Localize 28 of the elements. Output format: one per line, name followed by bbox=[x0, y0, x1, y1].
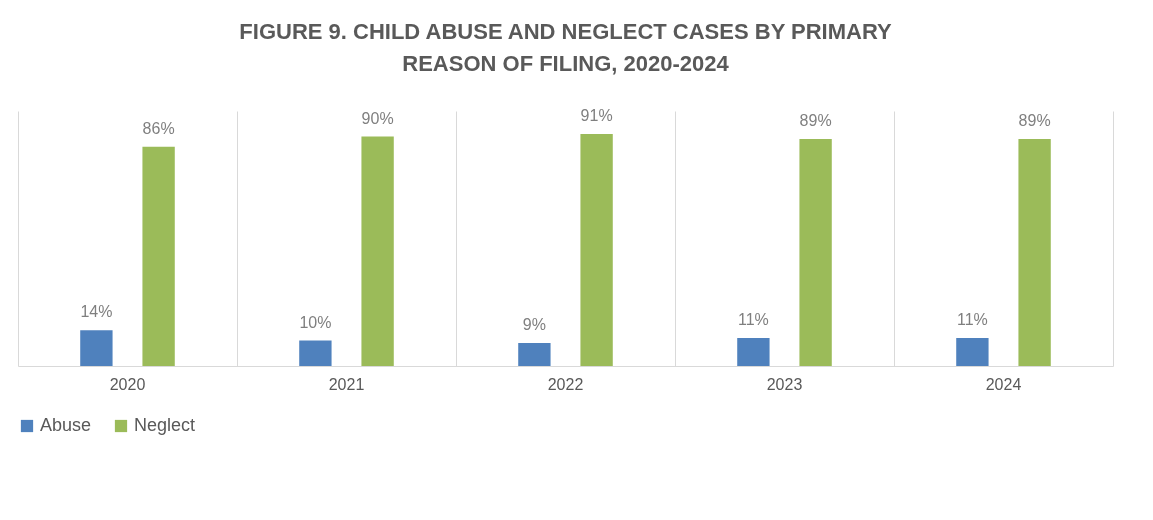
bar bbox=[80, 330, 113, 366]
data-label: 90% bbox=[361, 109, 394, 127]
x-tick-label: 2023 bbox=[766, 375, 803, 393]
data-label: 14% bbox=[80, 303, 113, 321]
data-label: 91% bbox=[580, 106, 613, 124]
data-label: 86% bbox=[142, 119, 175, 137]
bar bbox=[737, 337, 770, 366]
data-label: 11% bbox=[737, 310, 769, 328]
data-label: 9% bbox=[522, 316, 546, 334]
legend-label: Neglect bbox=[134, 415, 196, 435]
data-label: 89% bbox=[799, 112, 832, 130]
bar bbox=[580, 133, 613, 366]
chart-title: FIGURE 9. CHILD ABUSE AND NEGLECT CASES BY PRIMARY REASON OF FILING, 2020-2024 bbox=[239, 18, 892, 76]
bar bbox=[1018, 139, 1051, 366]
bar bbox=[956, 337, 989, 366]
data-label: 89% bbox=[1018, 112, 1051, 130]
bar bbox=[299, 340, 332, 366]
x-tick-label: 2022 bbox=[547, 375, 584, 393]
bar bbox=[518, 343, 551, 366]
x-tick-label: 2021 bbox=[328, 375, 365, 393]
data-label: 11% bbox=[956, 310, 988, 328]
legend-label: Abuse bbox=[40, 415, 92, 435]
bar bbox=[799, 139, 832, 366]
x-tick-label: 2024 bbox=[985, 375, 1022, 393]
x-tick-label: 2020 bbox=[109, 375, 146, 393]
bar bbox=[142, 146, 175, 366]
bar bbox=[361, 136, 394, 366]
data-label: 10% bbox=[299, 313, 332, 331]
